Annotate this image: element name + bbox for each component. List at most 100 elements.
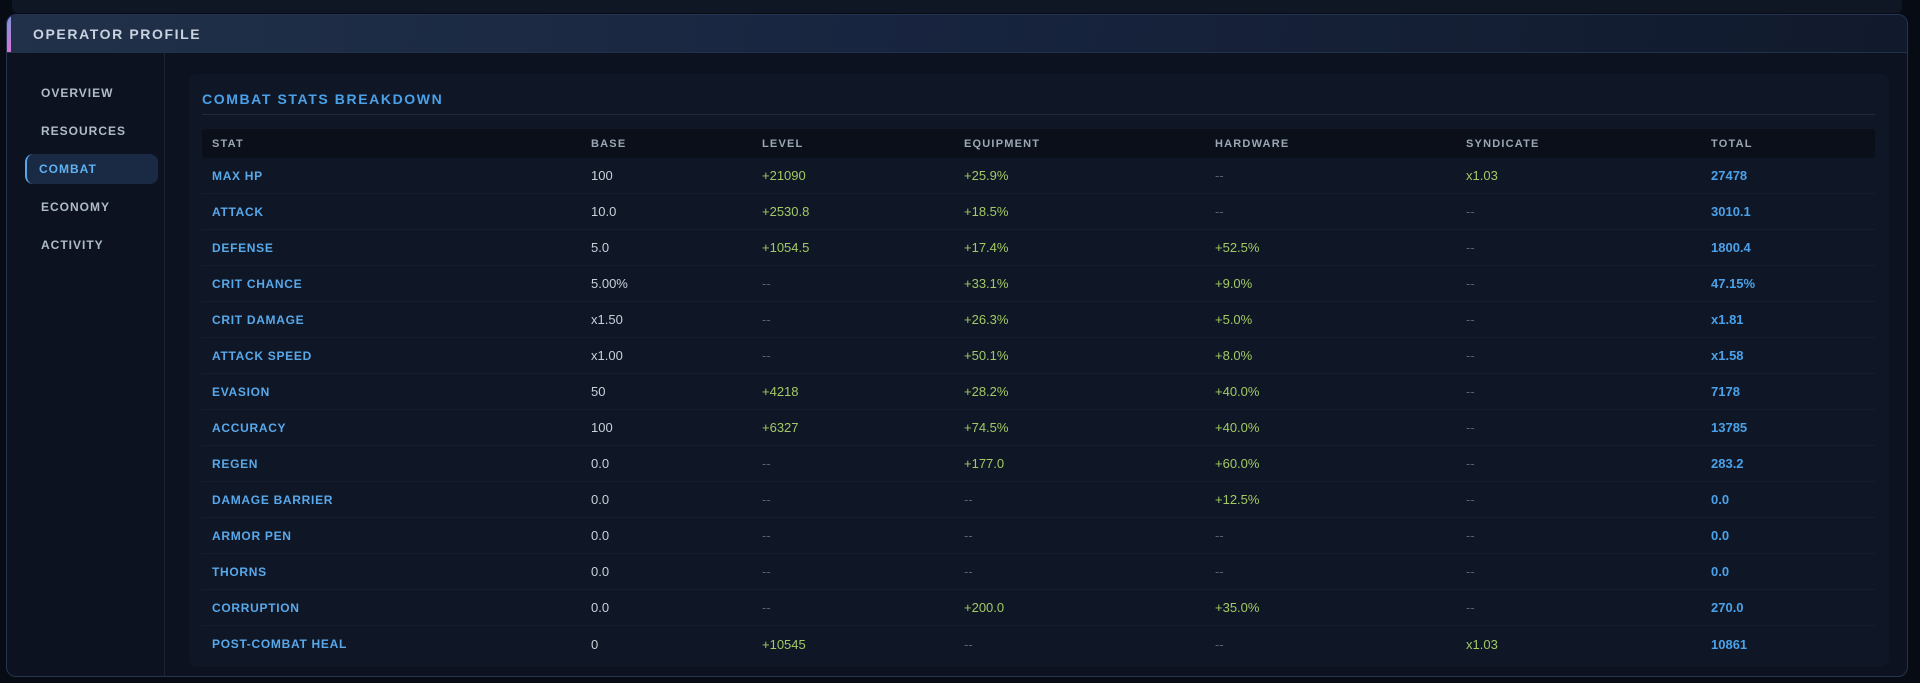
table-row: DAMAGE BARRIER 0.0 -- -- +12.5% -- 0.0	[202, 482, 1875, 518]
column-header-level: LEVEL	[762, 137, 804, 150]
equipment-bonus: --	[964, 564, 973, 579]
column-header-stat: STAT	[212, 137, 244, 150]
sidebar-item-resources[interactable]: RESOURCES	[25, 116, 158, 146]
stat-name: ATTACK SPEED	[212, 348, 312, 363]
column-header-syndicate: SYNDICATE	[1466, 137, 1540, 150]
equipment-bonus: --	[964, 528, 973, 543]
table-row: CRIT DAMAGE x1.50 -- +26.3% +5.0% -- x1.81	[202, 302, 1875, 338]
sidebar-item-combat[interactable]: COMBAT	[25, 154, 158, 184]
sidebar-item-economy[interactable]: ECONOMY	[25, 192, 158, 222]
syndicate-multiplier: --	[1466, 492, 1475, 507]
base-value: 0.0	[591, 492, 610, 507]
level-bonus: --	[762, 564, 771, 579]
stat-name: CRIT CHANCE	[212, 276, 303, 291]
equipment-bonus: --	[964, 492, 973, 507]
stat-name: ATTACK	[212, 204, 264, 219]
stat-name: CORRUPTION	[212, 600, 300, 615]
level-bonus: +4218	[762, 384, 799, 399]
column-header-hardware: HARDWARE	[1215, 137, 1290, 150]
level-bonus: --	[762, 276, 771, 291]
stat-name: POST-COMBAT HEAL	[212, 637, 347, 651]
sidebar-item-overview[interactable]: OVERVIEW	[25, 78, 158, 108]
table-row: ACCURACY 100 +6327 +74.5% +40.0% -- 13785	[202, 410, 1875, 446]
base-value: 0.0	[591, 600, 610, 615]
main-content: COMBAT STATS BREAKDOWN STAT BASE LEVEL EQUI…	[165, 53, 1907, 676]
equipment-bonus: +18.5%	[964, 204, 1009, 219]
total-value: 283.2	[1711, 456, 1744, 471]
combat-stats-table: STAT BASE LEVEL EQUIPMENT HARDWARE SYNDICATE T…	[202, 129, 1875, 662]
level-bonus: --	[762, 348, 771, 363]
hardware-bonus: +40.0%	[1215, 384, 1260, 399]
total-value: 1800.4	[1711, 240, 1751, 255]
total-value: 0.0	[1711, 528, 1730, 543]
stat-name: REGEN	[212, 456, 259, 471]
stat-name: DEFENSE	[212, 240, 274, 255]
hardware-bonus: --	[1215, 636, 1224, 652]
header-accent-bar	[7, 15, 11, 52]
level-bonus: --	[762, 528, 771, 543]
total-value: x1.58	[1711, 348, 1744, 363]
sidebar-item-label: ECONOMY	[41, 200, 111, 214]
card-header: OPERATOR PROFILE	[7, 15, 1907, 53]
stat-name: THORNS	[212, 564, 267, 579]
operator-profile-card: OPERATOR PROFILE OVERVIEW RESOURCES COMBAT…	[6, 14, 1908, 677]
base-value: 100	[591, 420, 613, 435]
total-value: 270.0	[1711, 600, 1744, 615]
syndicate-multiplier: --	[1466, 240, 1475, 255]
hardware-bonus: --	[1215, 564, 1224, 579]
total-value: 27478	[1711, 168, 1748, 183]
base-value: 10.0	[591, 204, 617, 219]
level-bonus: +2530.8	[762, 204, 810, 219]
level-bonus: --	[762, 600, 771, 615]
hardware-bonus: +5.0%	[1215, 312, 1253, 327]
syndicate-multiplier: --	[1466, 456, 1475, 471]
hardware-bonus: --	[1215, 168, 1224, 183]
table-row: POST-COMBAT HEAL 0 +10545 -- -- x1.03 10861	[202, 626, 1875, 662]
level-bonus: +6327	[762, 420, 799, 435]
hardware-bonus: +60.0%	[1215, 456, 1260, 471]
base-value: 0	[591, 636, 599, 652]
level-bonus: +21090	[762, 168, 806, 183]
base-value: x1.00	[591, 348, 623, 363]
equipment-bonus: +25.9%	[964, 168, 1009, 183]
total-value: 0.0	[1711, 564, 1730, 579]
hardware-bonus: +9.0%	[1215, 276, 1253, 291]
syndicate-multiplier: --	[1466, 276, 1475, 291]
sidebar-item-activity[interactable]: ACTIVITY	[25, 230, 158, 260]
table-row: ATTACK 10.0 +2530.8 +18.5% -- -- 3010.1	[202, 194, 1875, 230]
hardware-bonus: --	[1215, 204, 1224, 219]
equipment-bonus: +33.1%	[964, 276, 1009, 291]
page-title: OPERATOR PROFILE	[33, 25, 202, 42]
stat-name: CRIT DAMAGE	[212, 312, 305, 327]
table-row: THORNS 0.0 -- -- -- -- 0.0	[202, 554, 1875, 590]
table-row: DEFENSE 5.0 +1054.5 +17.4% +52.5% -- 1800.4	[202, 230, 1875, 266]
sidebar-item-label: ACTIVITY	[41, 238, 104, 252]
equipment-bonus: +74.5%	[964, 420, 1009, 435]
syndicate-multiplier: --	[1466, 204, 1475, 219]
table-row: MAX HP 100 +21090 +25.9% -- x1.03 27478	[202, 158, 1875, 194]
sidebar-item-label: OVERVIEW	[41, 86, 114, 100]
total-value: 10861	[1711, 636, 1748, 652]
syndicate-multiplier: --	[1466, 600, 1475, 615]
base-value: 50	[591, 384, 606, 399]
sidebar-item-label: COMBAT	[39, 162, 97, 176]
syndicate-multiplier: --	[1466, 528, 1475, 543]
total-value: x1.81	[1711, 312, 1744, 327]
syndicate-multiplier: --	[1466, 312, 1475, 327]
base-value: x1.50	[591, 312, 623, 327]
hardware-bonus: +8.0%	[1215, 348, 1253, 363]
equipment-bonus: +28.2%	[964, 384, 1009, 399]
syndicate-multiplier: x1.03	[1466, 636, 1498, 652]
column-header-base: BASE	[591, 137, 627, 150]
equipment-bonus: +177.0	[964, 456, 1005, 471]
base-value: 100	[591, 168, 613, 183]
sidebar-item-label: RESOURCES	[41, 124, 127, 138]
hardware-bonus: +35.0%	[1215, 600, 1260, 615]
equipment-bonus: +50.1%	[964, 348, 1009, 363]
equipment-bonus: --	[964, 636, 973, 652]
table-row: ARMOR PEN 0.0 -- -- -- -- 0.0	[202, 518, 1875, 554]
base-value: 0.0	[591, 528, 610, 543]
hardware-bonus: --	[1215, 528, 1224, 543]
table-row: EVASION 50 +4218 +28.2% +40.0% -- 7178	[202, 374, 1875, 410]
total-value: 7178	[1711, 384, 1740, 399]
